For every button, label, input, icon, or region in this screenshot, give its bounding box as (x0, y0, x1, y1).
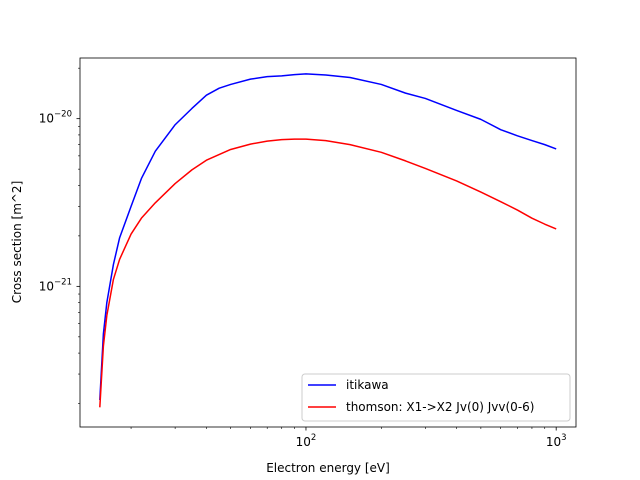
x-axis-ticks: 102 103 (130, 427, 567, 449)
legend-box (301, 373, 571, 422)
series-line-itikawa (99, 73, 557, 401)
legend-label-thomson: thomson: X1->X2 Jv(0) Jvv(0-6) (346, 400, 534, 414)
legend: itikawa thomson: X1->X2 Jv(0) Jvv(0-6) (301, 373, 571, 422)
x-axis-label: Electron energy [eV] (266, 461, 390, 475)
plot-area (80, 58, 576, 427)
x-tick-label: 102 (296, 433, 317, 449)
legend-label-itikawa: itikawa (346, 378, 389, 392)
y-tick-label: 10−21 (39, 277, 72, 293)
plot-frame (79, 57, 577, 428)
y-axis-ticks: 10−21 10−20 (39, 67, 80, 404)
series-lines (99, 73, 557, 408)
y-axis-label: Cross section [m^2] (10, 181, 24, 303)
y-tick-label: 10−20 (39, 110, 72, 126)
x-tick-label: 103 (546, 433, 567, 449)
series-line-thomson (99, 138, 557, 408)
